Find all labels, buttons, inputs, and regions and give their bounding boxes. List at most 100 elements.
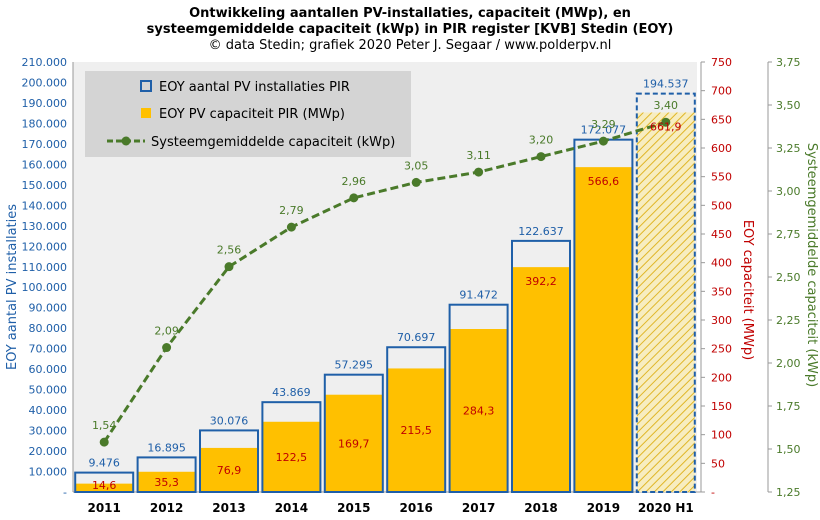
- installations-data-label: 43.869: [272, 386, 311, 399]
- left-tick-label: -: [63, 486, 67, 499]
- left-tick-label: 40.000: [29, 404, 68, 417]
- legend-swatch-installations: [140, 80, 152, 92]
- installations-bar: [511, 239, 571, 493]
- installations-data-label: 122.637: [518, 225, 564, 238]
- installations-bar: [74, 471, 135, 494]
- average-capacity-data-label: 2,56: [217, 244, 242, 257]
- capacity-bar: [636, 112, 695, 492]
- left-tick-label: 100.000: [22, 281, 68, 294]
- right-axis-2-tick-label: 2,25: [776, 314, 801, 327]
- right-axis-2-tick-label: 2,50: [776, 271, 801, 284]
- legend-box: [85, 71, 411, 157]
- left-tick-label: 30.000: [29, 425, 68, 438]
- left-tick-label: 20.000: [29, 445, 68, 458]
- chart-subtitle: © data Stedin; grafiek 2020 Peter J. Seg…: [208, 38, 612, 53]
- x-tick-label: 2019: [587, 501, 620, 515]
- left-tick-label: 210.000: [22, 56, 68, 69]
- capacity-bar: [75, 483, 134, 492]
- right-axis-2-title: Systeemgemiddelde capaciteit (kWp): [804, 143, 819, 387]
- installations-data-label: 16.895: [147, 441, 186, 454]
- x-tick-label: 2014: [275, 501, 308, 515]
- installations-bar: [386, 346, 447, 493]
- left-tick-label: 90.000: [29, 302, 68, 315]
- average-capacity-data-label: 2,09: [154, 325, 179, 338]
- right-axis-2-tick-label: 3,25: [776, 142, 801, 155]
- average-capacity-data-label: 3,29: [591, 118, 616, 131]
- legend-swatch-average-point: [121, 136, 131, 146]
- right-axis-1-tick-label: 400: [711, 257, 732, 270]
- installations-bar: [261, 401, 322, 494]
- x-tick-label: 2017: [462, 501, 495, 515]
- x-tick-label: 2012: [150, 501, 183, 515]
- capacity-bar: [574, 167, 633, 492]
- chart-title-block: Ontwikkeling aantallen PV-installaties, …: [0, 6, 820, 54]
- left-tick-label: 110.000: [22, 261, 68, 274]
- capacity-data-label: 35,3: [154, 476, 179, 489]
- left-tick-label: 10.000: [29, 466, 68, 479]
- right-axis-1-tick-label: 750: [711, 56, 732, 69]
- right-axis-1-tick-label: 300: [711, 314, 732, 327]
- right-axis-1-tick-label: 450: [711, 228, 732, 241]
- right-axis-2-tick-label: 1,75: [776, 400, 801, 413]
- capacity-data-label: 76,9: [217, 464, 242, 477]
- right-axis-1-title: EOY capaciteit (MWp): [740, 220, 755, 360]
- left-tick-label: 50.000: [29, 384, 68, 397]
- right-axis-2-tick-label: 2,75: [776, 228, 801, 241]
- installations-data-label: 194.537: [643, 78, 689, 91]
- right-axis-1-tick-label: -: [711, 486, 715, 499]
- right-axis-1-tick-label: 600: [711, 142, 732, 155]
- right-axis-1-tick-label: 200: [711, 371, 732, 384]
- right-axis-1-tick-label: 350: [711, 285, 732, 298]
- right-axis-2-tick-label: 1,25: [776, 486, 801, 499]
- installations-data-label: 172.077: [581, 124, 627, 137]
- capacity-bar: [449, 329, 508, 492]
- left-tick-label: 170.000: [22, 138, 68, 151]
- capacity-data-label: 122,5: [276, 451, 308, 464]
- right-axis-1-tick-label: 100: [711, 429, 732, 442]
- right-axis-1-tick-label: 550: [711, 171, 732, 184]
- x-tick-label: 2011: [87, 501, 120, 515]
- installations-bar: [136, 456, 197, 494]
- left-axis-title: EOY aantal PV installaties: [5, 204, 20, 370]
- average-capacity-point: [349, 193, 359, 203]
- average-capacity-point: [536, 152, 546, 162]
- legend-swatch-capacity: [141, 108, 151, 118]
- average-capacity-point: [598, 136, 608, 146]
- right-axis-1-tick-label: 700: [711, 85, 732, 98]
- installations-bar: [323, 373, 384, 494]
- right-axis-1-tick-label: 250: [711, 343, 732, 356]
- left-tick-label: 70.000: [29, 343, 68, 356]
- right-axis-1-tick-label: 50: [711, 457, 725, 470]
- average-capacity-point: [224, 262, 234, 272]
- left-tick-label: 80.000: [29, 322, 68, 335]
- right-axis-2-tick-label: 2,00: [776, 357, 801, 370]
- installations-data-label: 91.472: [459, 289, 498, 302]
- right-axis-1-tick-label: 150: [711, 400, 732, 413]
- capacity-bar: [512, 267, 570, 492]
- capacity-data-label: 661,9: [650, 121, 682, 134]
- right-axis-1-tick-label: 650: [711, 113, 732, 126]
- average-capacity-point: [661, 117, 671, 127]
- capacity-data-label: 14,6: [92, 479, 117, 492]
- installations-data-label: 30.076: [210, 414, 249, 427]
- capacity-data-label: 566,6: [588, 175, 620, 188]
- average-capacity-data-label: 1,54: [92, 419, 117, 432]
- average-capacity-point: [286, 222, 296, 232]
- installations-bar: [635, 92, 696, 494]
- installations-data-label: 57.295: [335, 359, 374, 372]
- average-capacity-line: [102, 120, 667, 443]
- right-axis-2-tick-label: 1,50: [776, 443, 801, 456]
- capacity-data-label: 169,7: [338, 437, 370, 450]
- x-tick-label: 2018: [524, 501, 557, 515]
- x-tick-label: 2020 H1: [638, 501, 694, 515]
- average-capacity-point: [411, 177, 421, 187]
- capacity-bar: [387, 368, 446, 492]
- x-tick-label: 2015: [337, 501, 370, 515]
- left-tick-label: 130.000: [22, 220, 68, 233]
- left-tick-label: 160.000: [22, 158, 68, 171]
- capacity-bar: [262, 421, 321, 492]
- installations-bar: [448, 303, 509, 493]
- left-tick-label: 200.000: [22, 76, 68, 89]
- capacity-data-label: 284,3: [463, 405, 495, 418]
